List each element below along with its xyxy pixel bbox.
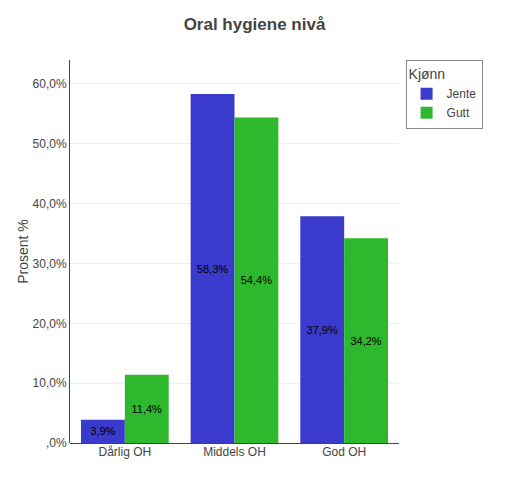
svg-text:God OH: God OH	[322, 445, 366, 459]
svg-text:37,9%: 37,9%	[307, 324, 338, 336]
svg-text:Middels OH: Middels OH	[203, 445, 266, 459]
svg-text:11,4%: 11,4%	[131, 403, 162, 415]
svg-text:40,0%: 40,0%	[33, 197, 67, 211]
svg-text:Prosent %: Prosent %	[15, 219, 31, 284]
svg-text:50,0%: 50,0%	[33, 137, 67, 151]
svg-text:20,0%: 20,0%	[33, 317, 67, 331]
svg-text:60,0%: 60,0%	[33, 77, 67, 91]
svg-text:3,9%: 3,9%	[90, 425, 115, 437]
svg-text:Jente: Jente	[447, 87, 477, 101]
svg-text:Oral hygiene nivå: Oral hygiene nivå	[184, 15, 326, 34]
svg-text:Dårlig OH: Dårlig OH	[98, 445, 151, 459]
svg-text:34,2%: 34,2%	[350, 335, 381, 347]
svg-text:54,4%: 54,4%	[241, 274, 272, 286]
svg-text:30,0%: 30,0%	[33, 257, 67, 271]
svg-text:Kjønn: Kjønn	[409, 66, 446, 82]
svg-text:10,0%: 10,0%	[33, 376, 67, 390]
svg-text:58,3%: 58,3%	[197, 263, 228, 275]
svg-text:,0%: ,0%	[46, 436, 67, 450]
svg-text:Gutt: Gutt	[447, 106, 470, 120]
